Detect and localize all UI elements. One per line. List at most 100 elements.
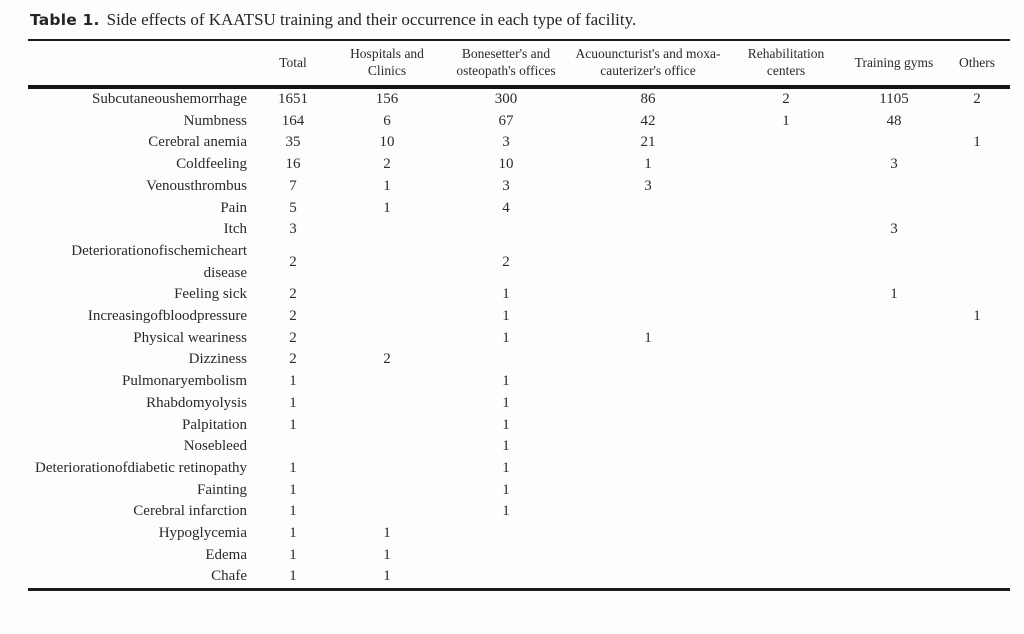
value-cell xyxy=(844,566,944,589)
value-cell: 1 xyxy=(289,373,297,390)
value-cell xyxy=(330,415,444,437)
value-cell: 2 xyxy=(289,351,297,368)
value-cell xyxy=(330,306,444,328)
column-header: Total xyxy=(256,40,330,89)
value-cell xyxy=(844,393,944,415)
value-cell xyxy=(444,219,568,241)
value-cell xyxy=(330,284,444,306)
value-cell xyxy=(728,284,844,306)
value-cell xyxy=(728,415,844,437)
value-cell xyxy=(728,501,844,523)
value-cell: 21 xyxy=(640,134,656,151)
value-cell: 2 xyxy=(502,253,510,270)
table-row: Palpitation 1 1 xyxy=(28,415,1010,437)
value-cell xyxy=(256,436,330,458)
value-cell xyxy=(728,545,844,567)
row-label-cell: Dizziness xyxy=(188,351,247,368)
value-cell: 35 xyxy=(285,134,301,151)
row-label-cell: Physical weariness xyxy=(133,329,247,346)
value-cell xyxy=(568,284,728,306)
table-row: Numbness 164 6 67 42 1 48 xyxy=(28,111,1010,133)
value-cell xyxy=(944,480,1010,502)
value-cell xyxy=(844,241,944,284)
value-cell xyxy=(844,545,944,567)
column-header: Rehabilitation centers xyxy=(728,40,844,89)
value-cell: 3 xyxy=(890,221,898,238)
row-label-cell: Deteriorationofdiabetic retinopathy xyxy=(35,459,247,476)
table-body: Subcutaneoushemorrhage 1651 156 300 86 2 1105 2… xyxy=(28,87,1010,590)
value-cell xyxy=(330,480,444,502)
value-cell: 1 xyxy=(644,156,652,173)
value-cell: 5 xyxy=(289,199,297,216)
row-label-cell: Hypoglycemia xyxy=(158,525,247,542)
paper-table-figure: Table 1. Side effects of KAATSU training … xyxy=(28,10,1010,592)
value-cell xyxy=(944,349,1010,371)
column-header: Acuouncturist's and moxa-cauterizer's of… xyxy=(568,40,728,89)
header-row: Total Hospitals and Clinics Bonesetter's a… xyxy=(28,40,1010,89)
value-cell: 1651 xyxy=(278,91,308,107)
row-label-cell: Itch xyxy=(223,221,247,238)
value-cell: 1 xyxy=(289,481,297,498)
value-cell xyxy=(568,501,728,523)
value-cell: 1 xyxy=(383,568,391,585)
value-cell xyxy=(844,198,944,220)
value-cell: 1 xyxy=(502,373,510,390)
value-cell: 164 xyxy=(281,112,305,129)
value-cell xyxy=(844,523,944,545)
value-cell xyxy=(844,132,944,154)
column-header-empty xyxy=(28,40,256,89)
table-row: Cerebral anemia 35 10 3 21 1 xyxy=(28,132,1010,154)
column-header: Others xyxy=(944,40,1010,89)
value-cell: 7 xyxy=(289,177,297,194)
value-cell: 3 xyxy=(289,221,297,238)
value-cell: 1 xyxy=(502,286,510,303)
value-cell xyxy=(568,523,728,545)
value-cell: 2 xyxy=(289,286,297,303)
table-caption-text: Side effects of KAATSU training and thei… xyxy=(106,10,637,29)
value-cell: 1 xyxy=(502,459,510,476)
value-cell: 1 xyxy=(383,546,391,563)
value-cell: 2 xyxy=(383,156,391,173)
value-cell xyxy=(728,306,844,328)
value-cell xyxy=(568,198,728,220)
value-cell xyxy=(944,219,1010,241)
row-label-cell: Rhabdomyolysis xyxy=(146,394,247,411)
value-cell: 1 xyxy=(383,199,391,216)
table-row: Venousthrombus 7 1 3 3 xyxy=(28,176,1010,198)
row-label-cell: Nosebleed xyxy=(183,438,247,455)
value-cell xyxy=(728,480,844,502)
value-cell xyxy=(444,523,568,545)
value-cell: 42 xyxy=(640,112,656,129)
table-row: Chafe 1 1 xyxy=(28,566,1010,589)
value-cell xyxy=(728,219,844,241)
value-cell: 1 xyxy=(890,286,898,303)
value-cell: 1 xyxy=(973,134,981,151)
value-cell xyxy=(330,328,444,350)
value-cell xyxy=(728,132,844,154)
table-row: Feeling sick 2 1 1 xyxy=(28,284,1010,306)
value-cell: 1 xyxy=(502,308,510,325)
table-row: Fainting 1 1 xyxy=(28,480,1010,502)
value-cell: 48 xyxy=(886,112,902,129)
value-cell xyxy=(944,198,1010,220)
row-label-cell: Increasingofbloodpressure xyxy=(87,308,247,325)
value-cell: 1 xyxy=(973,308,981,325)
value-cell xyxy=(330,393,444,415)
value-cell: 1 xyxy=(289,459,297,476)
row-label-cell: Fainting xyxy=(196,481,247,498)
row-label-cell: Chafe xyxy=(211,568,247,585)
value-cell: 1 xyxy=(289,568,297,585)
value-cell: 300 xyxy=(494,91,518,107)
row-label-cell: Coldfeeling xyxy=(176,156,247,173)
value-cell: 3 xyxy=(644,177,652,194)
value-cell: 1 xyxy=(383,177,391,194)
value-cell: 1 xyxy=(782,112,790,129)
value-cell xyxy=(728,566,844,589)
value-cell: 3 xyxy=(502,134,510,151)
value-cell: 1 xyxy=(289,416,297,433)
value-cell xyxy=(728,198,844,220)
value-cell xyxy=(944,176,1010,198)
row-label-cell: Venousthrombus xyxy=(146,177,247,194)
table-row: Increasingofbloodpressure 2 1 1 xyxy=(28,306,1010,328)
